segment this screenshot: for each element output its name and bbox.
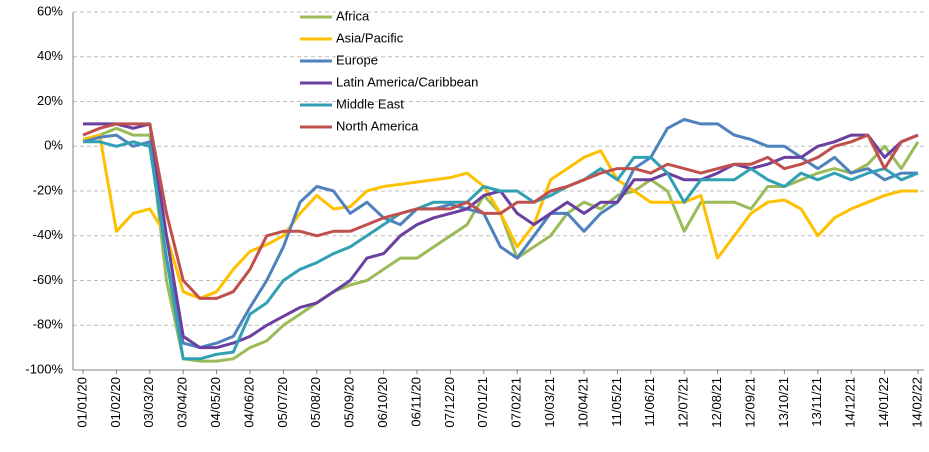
series-line	[82, 122, 919, 300]
legend-label: Asia/Pacific	[336, 30, 404, 45]
x-tick-label: 04/06/20	[241, 377, 256, 428]
y-tick-label: -60%	[33, 272, 64, 287]
x-tick-label: 13/11/21	[809, 377, 824, 427]
x-tick-label: 07/02/21	[509, 377, 524, 428]
x-tick-label: 14/02/22	[909, 377, 924, 428]
x-tick-label: 12/07/21	[676, 377, 691, 428]
y-tick-label: -80%	[33, 317, 64, 332]
x-tick-label: 05/09/20	[342, 377, 357, 428]
y-tick-label: 0%	[44, 138, 63, 153]
x-tick-label: 14/12/21	[843, 377, 858, 428]
x-tick-label: 07/12/20	[442, 377, 457, 428]
x-tick-label: 03/04/20	[175, 377, 190, 428]
legend-label: North America	[336, 118, 419, 133]
legend-label: Europe	[336, 52, 378, 67]
x-tick-label: 01/01/20	[74, 377, 89, 428]
x-tick-label: 03/03/20	[141, 377, 156, 428]
y-tick-label: 20%	[37, 93, 63, 108]
x-tick-label: 11/06/21	[642, 377, 657, 427]
x-tick-label: 06/11/20	[408, 377, 423, 427]
x-tick-label: 07/01/21	[475, 377, 490, 428]
x-tick-label: 10/03/21	[542, 377, 557, 428]
x-tick-label: 01/02/20	[108, 377, 123, 428]
legend-label: Middle East	[336, 96, 404, 111]
x-tick-label: 10/04/21	[575, 377, 590, 428]
x-tick-label: 13/10/21	[776, 377, 791, 428]
y-tick-label: 60%	[37, 3, 63, 18]
x-tick-label: 06/10/20	[375, 377, 390, 428]
x-tick-label: 04/05/20	[208, 377, 223, 428]
y-tick-label: -100%	[25, 361, 63, 376]
series-line	[83, 140, 919, 361]
x-tick-label: 12/09/21	[742, 377, 757, 428]
series-line	[82, 117, 918, 350]
x-tick-label: 05/08/20	[308, 377, 323, 428]
legend-label: Latin America/Caribbean	[336, 74, 478, 89]
y-tick-label: -20%	[33, 182, 64, 197]
y-tick-label: -40%	[33, 227, 64, 242]
legend-label: Africa	[336, 8, 370, 23]
x-tick-label: 05/07/20	[275, 377, 290, 428]
series-line	[82, 133, 918, 300]
y-tick-label: 40%	[37, 48, 63, 63]
x-tick-label: 12/08/21	[709, 377, 724, 428]
x-tick-label: 11/05/21	[609, 377, 624, 427]
x-tick-label: 14/01/22	[876, 377, 891, 428]
